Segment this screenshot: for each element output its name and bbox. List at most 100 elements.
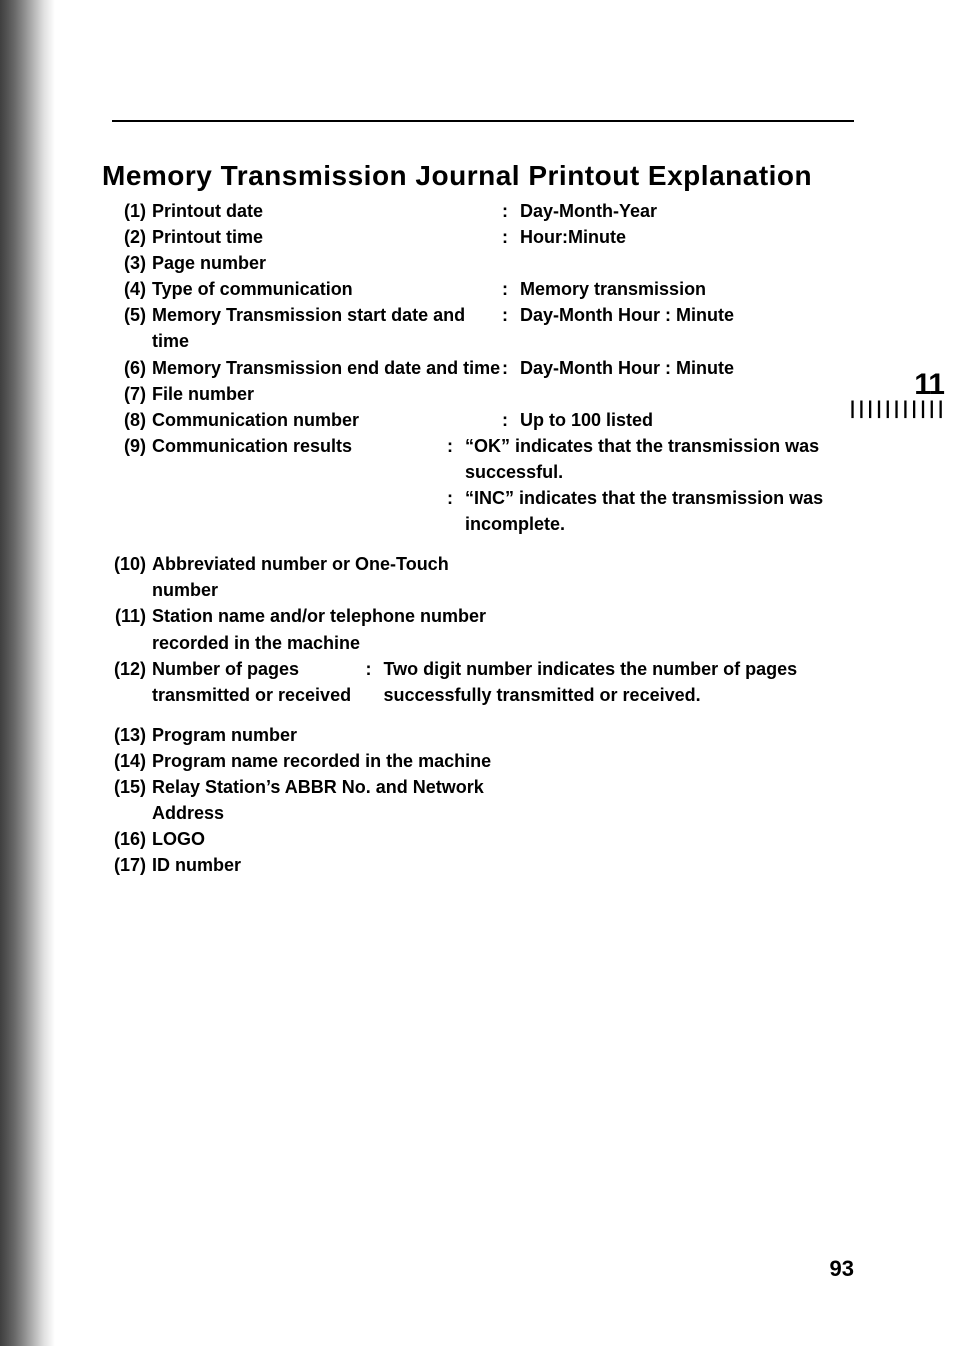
list-item-label: Type of communication	[152, 276, 502, 302]
list-item: (10)Abbreviated number or One-Touch numb…	[102, 551, 862, 603]
list-item-description: Two digit number indicates the number of…	[383, 656, 862, 708]
colon-separator: :	[447, 485, 465, 537]
spacer	[102, 537, 862, 551]
colon-separator: :	[502, 355, 520, 381]
list-item-number: (15)	[102, 774, 152, 826]
list-item-label: ID number	[152, 852, 502, 878]
page: Memory Transmission Journal Printout Exp…	[0, 0, 954, 1346]
list-item: (3)Page number	[102, 250, 862, 276]
list-item-label: Communication number	[152, 407, 502, 433]
list-item: (7)File number	[102, 381, 862, 407]
list-item-label: Memory Transmission start date and time	[152, 302, 502, 354]
list-item: (14)Program name recorded in the machine	[102, 748, 862, 774]
list-item-description: Day-Month-Year	[520, 198, 862, 224]
list-item-label: Printout date	[152, 198, 502, 224]
list-item-label: Page number	[152, 250, 502, 276]
list-item-left: (8)Communication number	[102, 407, 502, 433]
colon-separator: :	[447, 433, 465, 485]
list-item-number: (5)	[102, 302, 152, 354]
colon-separator: :	[502, 302, 520, 328]
list-item-right: :Two digit number indicates the number o…	[365, 656, 862, 708]
list-item-right: :“OK” indicates that the transmission wa…	[447, 433, 862, 537]
section-bar-icon: |||||||||||	[847, 402, 944, 418]
list-item: (17)ID number	[102, 852, 862, 878]
list-item-number: (10)	[102, 551, 152, 603]
list-item: (11)Station name and/or telephone number…	[102, 603, 862, 655]
list-item-left: (17)ID number	[102, 852, 502, 878]
list-item-number: (6)	[102, 355, 152, 381]
list-item: (15)Relay Station’s ABBR No. and Network…	[102, 774, 862, 826]
list-item-left: (12)Number of pages transmitted or recei…	[102, 656, 365, 708]
list-item-left: (13)Program number	[102, 722, 502, 748]
list-item: (12)Number of pages transmitted or recei…	[102, 656, 862, 708]
list-item-left: (15)Relay Station’s ABBR No. and Network…	[102, 774, 502, 826]
list-item-label: Number of pages transmitted or received	[152, 656, 365, 708]
list-item-right: :Day-Month Hour : Minute	[502, 302, 862, 328]
list-item-number: (14)	[102, 748, 152, 774]
list-item-number: (2)	[102, 224, 152, 250]
colon-separator: :	[502, 276, 520, 302]
list-item-left: (6)Memory Transmission end date and time	[102, 355, 502, 381]
list-item-left: (9)Communication results	[102, 433, 447, 459]
list-item-left: (11)Station name and/or telephone number…	[102, 603, 502, 655]
list-item-label: Printout time	[152, 224, 502, 250]
list-item-left: (16)LOGO	[102, 826, 502, 852]
list-item-right: :Memory transmission	[502, 276, 862, 302]
list-item-number: (17)	[102, 852, 152, 878]
list-item: (13)Program number	[102, 722, 862, 748]
list-item: (2)Printout time:Hour:Minute	[102, 224, 862, 250]
spacer	[102, 708, 862, 722]
list-item-number: (7)	[102, 381, 152, 407]
list-item-right: :Day-Month-Year	[502, 198, 862, 224]
list-item-label: Station name and/or telephone number rec…	[152, 603, 502, 655]
list-item: (4)Type of communication:Memory transmis…	[102, 276, 862, 302]
list-item-label: Program name recorded in the machine	[152, 748, 502, 774]
definition-list: (1)Printout date:Day-Month-Year(2)Printo…	[102, 198, 862, 878]
section-marker: 11 |||||||||||	[847, 368, 944, 418]
page-title: Memory Transmission Journal Printout Exp…	[102, 160, 812, 192]
list-item-left: (1)Printout date	[102, 198, 502, 224]
list-item-left: (10)Abbreviated number or One-Touch numb…	[102, 551, 502, 603]
list-item-number: (8)	[102, 407, 152, 433]
list-item-left: (7)File number	[102, 381, 502, 407]
list-item-label: Program number	[152, 722, 502, 748]
colon-separator: :	[502, 407, 520, 433]
list-item-left: (4)Type of communication	[102, 276, 502, 302]
list-item-description: Day-Month Hour : Minute	[520, 302, 862, 328]
list-item-number: (4)	[102, 276, 152, 302]
binding-shadow	[0, 0, 55, 1346]
colon-separator: :	[502, 198, 520, 224]
list-item-right: :Day-Month Hour : Minute	[502, 355, 862, 381]
list-item-label: Memory Transmission end date and time	[152, 355, 502, 381]
list-item: (8)Communication number:Up to 100 listed	[102, 407, 862, 433]
list-item-left: (3)Page number	[102, 250, 502, 276]
list-item: (9)Communication results:“OK” indicates …	[102, 433, 862, 537]
horizontal-rule	[112, 120, 854, 122]
list-item-label: Relay Station’s ABBR No. and Network Add…	[152, 774, 502, 826]
list-item-right: :Up to 100 listed	[502, 407, 862, 433]
list-item-right: :Hour:Minute	[502, 224, 862, 250]
list-item-number: (16)	[102, 826, 152, 852]
list-item-label: File number	[152, 381, 502, 407]
list-item-left: (5)Memory Transmission start date and ti…	[102, 302, 502, 354]
list-item-description: Day-Month Hour : Minute	[520, 355, 862, 381]
list-item-left: (14)Program name recorded in the machine	[102, 748, 502, 774]
list-item-number: (12)	[102, 656, 152, 708]
list-item-description: Hour:Minute	[520, 224, 862, 250]
list-item-label: LOGO	[152, 826, 502, 852]
list-item-number: (11)	[102, 603, 152, 655]
list-item-description: Memory transmission	[520, 276, 862, 302]
list-item: (1)Printout date:Day-Month-Year	[102, 198, 862, 224]
page-number: 93	[830, 1256, 854, 1282]
list-item-label: Communication results	[152, 433, 447, 459]
list-item-number: (1)	[102, 198, 152, 224]
list-item-number: (9)	[102, 433, 152, 459]
list-item: (6)Memory Transmission end date and time…	[102, 355, 862, 381]
list-item-number: (13)	[102, 722, 152, 748]
list-item: (5)Memory Transmission start date and ti…	[102, 302, 862, 354]
colon-separator: :	[502, 224, 520, 250]
list-item: (16)LOGO	[102, 826, 862, 852]
list-item-description: “INC” indicates that the transmission wa…	[465, 485, 862, 537]
list-item-number: (3)	[102, 250, 152, 276]
colon-separator: :	[365, 656, 383, 708]
